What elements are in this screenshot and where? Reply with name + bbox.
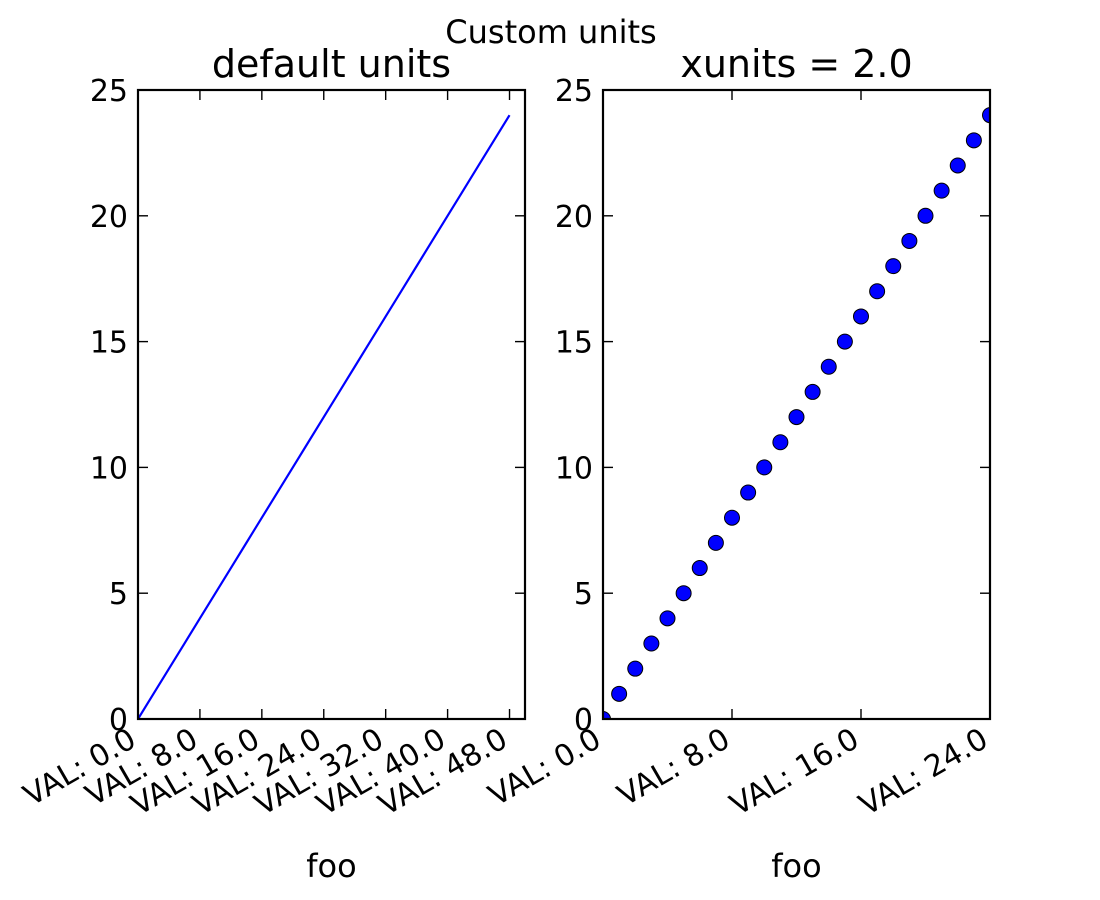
series-line bbox=[138, 114, 511, 719]
data-point bbox=[691, 560, 708, 577]
data-point bbox=[853, 308, 869, 325]
data-point bbox=[901, 232, 918, 249]
axes-frame bbox=[136, 88, 527, 721]
y-tick-label: 5 bbox=[109, 577, 128, 612]
data-point bbox=[788, 409, 805, 426]
data-point bbox=[611, 685, 628, 702]
data-point bbox=[627, 660, 644, 677]
y-tick-label: 25 bbox=[555, 74, 593, 109]
y-tick-label: 15 bbox=[90, 326, 128, 361]
data-layer bbox=[603, 107, 990, 719]
x-axis-label: foo bbox=[306, 847, 356, 885]
y-tick-label: 25 bbox=[90, 74, 128, 109]
y-tick-label: 15 bbox=[555, 326, 593, 361]
data-point bbox=[603, 711, 611, 719]
data-point bbox=[724, 509, 740, 526]
y-tick-label: 20 bbox=[555, 200, 593, 235]
data-point bbox=[933, 182, 950, 199]
data-point bbox=[836, 333, 853, 350]
y-tick-label: 5 bbox=[574, 577, 593, 612]
y-tick-label: 20 bbox=[90, 200, 128, 235]
data-point bbox=[965, 132, 982, 149]
data-point bbox=[643, 635, 660, 652]
x-axis-label: foo bbox=[771, 847, 821, 885]
data-point bbox=[772, 434, 789, 451]
y-tick-label: 0 bbox=[574, 703, 593, 738]
data-point bbox=[756, 459, 773, 476]
data-point bbox=[675, 585, 692, 602]
data-point bbox=[804, 383, 821, 400]
axes-title: xunits = 2.0 bbox=[680, 42, 912, 86]
axes-title: default units bbox=[212, 42, 451, 86]
data-point bbox=[982, 107, 990, 124]
y-tick-label: 10 bbox=[90, 451, 128, 486]
figure-suptitle: Custom units bbox=[445, 13, 656, 51]
y-tick-label: 0 bbox=[109, 703, 128, 738]
axes-frame bbox=[601, 88, 992, 721]
data-layer bbox=[138, 114, 511, 719]
data-point bbox=[820, 358, 837, 375]
data-point bbox=[740, 484, 757, 501]
data-point bbox=[659, 610, 676, 627]
data-point bbox=[869, 283, 886, 300]
data-point bbox=[885, 258, 902, 275]
data-point bbox=[707, 534, 724, 551]
data-point bbox=[949, 157, 966, 174]
y-tick-label: 10 bbox=[555, 451, 593, 486]
data-point bbox=[917, 207, 934, 224]
